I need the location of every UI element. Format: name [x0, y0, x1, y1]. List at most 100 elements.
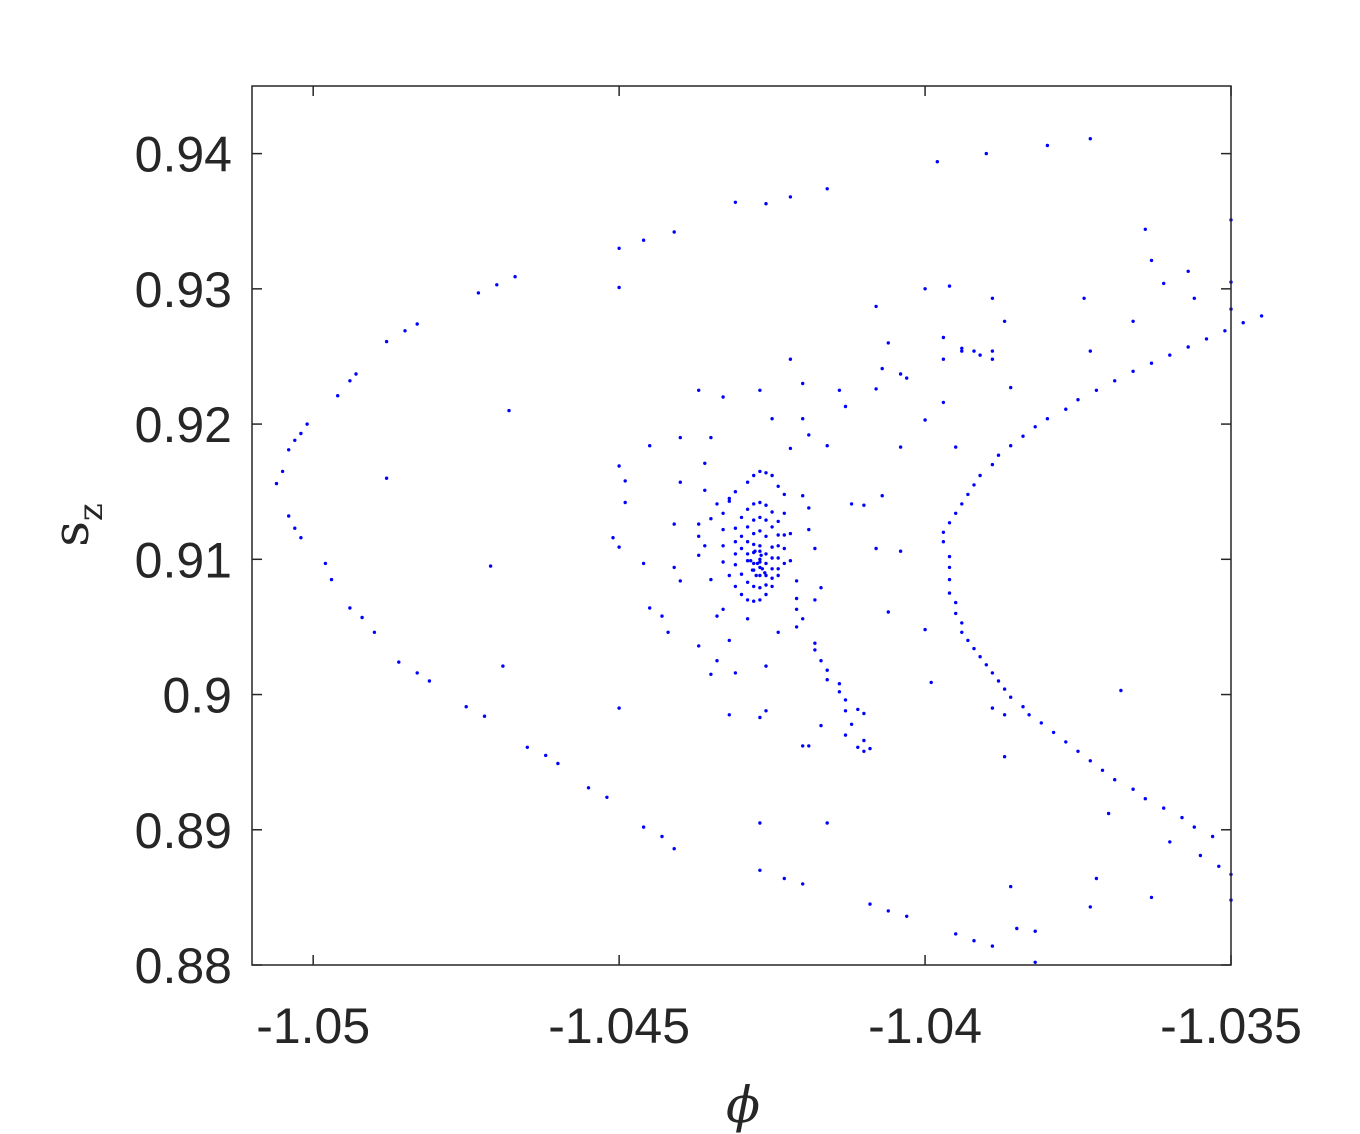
x-tick-label: -1.05 [256, 998, 370, 1054]
data-point [764, 561, 768, 566]
data-point [733, 552, 738, 556]
data-point [1002, 319, 1007, 323]
data-point [770, 525, 774, 529]
data-point [758, 500, 762, 505]
data-point [801, 381, 805, 386]
data-point [299, 431, 303, 436]
data-point [862, 711, 866, 716]
data-point [739, 572, 744, 576]
data-point [507, 408, 511, 413]
data-point [733, 563, 738, 567]
data-point [329, 577, 334, 582]
data-point [947, 284, 952, 288]
data-point [813, 546, 817, 551]
data-point [947, 577, 952, 582]
data-point [978, 353, 982, 357]
data-point [825, 821, 829, 825]
y-tick-label: 0.88 [135, 938, 232, 994]
data-point [745, 507, 750, 511]
data-point [752, 542, 756, 547]
data-point [1186, 345, 1190, 349]
axis-ticks [252, 86, 1232, 966]
data-point [1198, 853, 1203, 858]
data-point [972, 483, 976, 487]
data-point [801, 882, 805, 886]
y-tick-label: 0.92 [135, 397, 232, 453]
data-point [1045, 143, 1050, 148]
data-point [941, 530, 946, 534]
data-point [874, 387, 878, 391]
data-point [348, 606, 352, 610]
data-point [807, 433, 811, 437]
data-point [941, 540, 946, 544]
data-point [776, 484, 780, 488]
data-point [482, 714, 487, 718]
data-point [758, 549, 762, 553]
data-point [874, 304, 878, 309]
data-point [752, 473, 756, 478]
y-axis-title-subscript: z [71, 503, 111, 521]
data-point [1015, 926, 1019, 931]
data-point [764, 534, 768, 538]
data-point [1082, 296, 1086, 300]
data-point [990, 462, 995, 467]
data-point [617, 464, 621, 468]
data-point [996, 679, 1001, 683]
x-tick-label: -1.035 [1160, 998, 1302, 1054]
data-point [978, 473, 982, 478]
data-point [727, 496, 731, 501]
data-point [758, 560, 762, 564]
data-point [960, 502, 964, 506]
data-point [678, 579, 682, 583]
data-point [678, 435, 682, 440]
data-point [759, 553, 763, 557]
data-point [745, 598, 750, 602]
data-point [862, 738, 866, 743]
scatter-points [274, 137, 1264, 964]
data-point [760, 567, 764, 571]
data-point [1210, 834, 1215, 839]
data-point [586, 786, 591, 790]
data-point [733, 584, 738, 589]
data-point [763, 571, 767, 575]
data-point [1033, 929, 1037, 933]
data-point [721, 527, 725, 532]
data-point [733, 671, 738, 675]
data-point [641, 825, 646, 829]
data-point [495, 283, 499, 287]
data-point [753, 549, 757, 553]
data-point [293, 438, 297, 442]
data-point [770, 417, 774, 421]
data-point [611, 536, 615, 540]
data-point [954, 600, 958, 605]
data-point [672, 522, 676, 526]
data-point [758, 469, 762, 474]
data-point [990, 349, 995, 353]
data-point [1021, 705, 1025, 709]
data-point [813, 641, 817, 645]
data-point [788, 559, 793, 563]
data-point [770, 556, 774, 560]
data-point [758, 573, 762, 578]
data-point [360, 615, 364, 620]
data-point [776, 567, 780, 571]
data-point [415, 671, 419, 675]
data-point [954, 932, 958, 936]
data-point [672, 565, 676, 570]
data-point [941, 400, 946, 405]
data-point [1076, 749, 1080, 753]
tick-labels: -1.05 -1.045 -1.04 -1.035 0.88 0.89 0.9 0.91 0.9… [135, 127, 1302, 1054]
data-point [1149, 258, 1154, 263]
data-point [348, 379, 352, 383]
data-point [623, 500, 627, 505]
data-point [788, 195, 793, 199]
data-point [801, 417, 805, 421]
data-point [776, 544, 780, 548]
data-point [960, 630, 964, 634]
data-point [1094, 388, 1099, 392]
data-point [972, 349, 976, 353]
data-point [941, 357, 946, 361]
data-point [372, 630, 377, 634]
data-point [660, 834, 664, 839]
